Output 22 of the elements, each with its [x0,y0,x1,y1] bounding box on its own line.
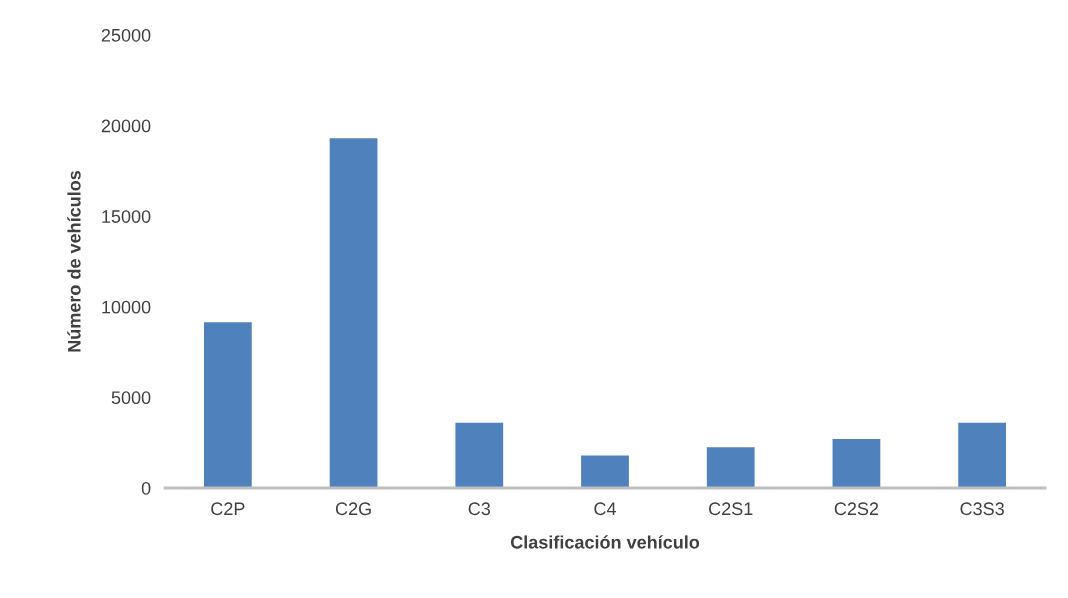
y-tick-label: 0 [141,481,151,495]
bar [832,439,881,488]
y-axis-title: Número de vehículos [67,170,81,352]
x-tick-label: C3 [468,502,491,516]
bar [581,455,629,488]
x-tick-label: C2S1 [709,502,753,516]
y-tick-label: 5000 [111,391,151,405]
x-axis-title: Clasificación vehículo [510,535,700,549]
bar [706,447,755,488]
y-tick-label: 25000 [101,28,151,42]
bar [455,422,504,488]
y-tick-label: 10000 [102,300,151,314]
x-tick-label: C2P [211,502,245,516]
bar [329,138,378,488]
x-tick-label: C3S3 [960,502,1004,516]
y-tick-label: 15000 [102,210,151,223]
y-tick-label: 20000 [101,119,151,133]
x-tick-label: C4 [594,502,617,516]
bar [958,422,1007,488]
bar [203,322,252,488]
x-tick-label: C2S2 [834,502,879,516]
x-tick-label: C2G [335,502,371,516]
